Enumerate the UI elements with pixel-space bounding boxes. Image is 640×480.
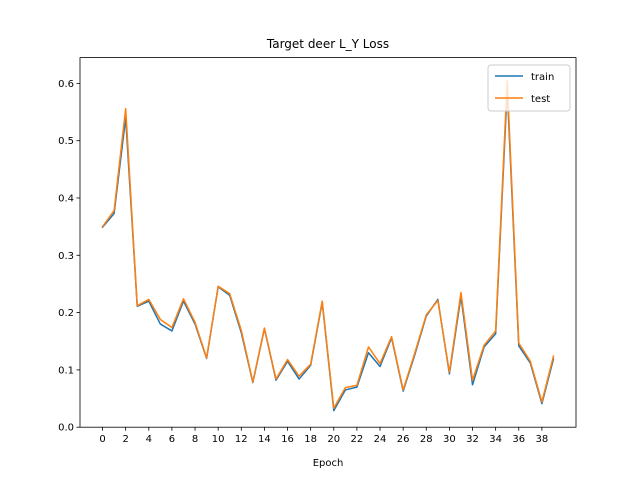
plot-area: 0 2 4 6 8 10 12 14 16 18 20 22 24 26 28 30 32 34 36 380.00.… [58,57,577,445]
y-tick-label: 0.3 [58,251,74,262]
legend-box [487,64,571,112]
x-tick-label: 28 [420,434,433,445]
x-tick-label: 8 [192,434,198,445]
x-tick-label: 34 [489,434,502,445]
x-tick-label: 32 [466,434,479,445]
x-tick-label: 16 [281,434,294,445]
y-tick-label: 0.6 [58,79,74,90]
x-tick-label: 30 [443,434,456,445]
x-tick-label: 2 [122,434,128,445]
x-tick-label: 14 [258,434,271,445]
x-axis-label: Epoch [313,458,344,469]
x-tick-label: 10 [212,434,225,445]
x-tick-label: 4 [146,434,152,445]
x-tick-label: 6 [169,434,175,445]
axes-frame [79,57,577,428]
x-tick-label: 20 [327,434,340,445]
x-tick-label: 38 [536,434,549,445]
legend-label-train: train [531,72,554,83]
y-tick-label: 0.0 [58,423,74,434]
x-tick-label: 12 [235,434,248,445]
y-tick-label: 0.5 [58,136,74,147]
y-tick-label: 0.4 [58,193,74,204]
x-tick-label: 22 [351,434,364,445]
series-line-train [101,88,555,412]
x-tick-label: 24 [374,434,387,445]
y-tick-label: 0.1 [58,365,74,376]
x-tick-label: 26 [397,434,410,445]
x-tick-label: 0 [99,434,105,445]
x-tick-label: 36 [512,434,525,445]
series-line-test [101,79,555,410]
legend-label-test: test [531,94,550,105]
legend: train test [487,64,571,112]
x-tick-label: 18 [304,434,317,445]
y-tick-label: 0.2 [58,308,74,319]
chart-title: Target deer L_Y Loss [266,37,389,51]
